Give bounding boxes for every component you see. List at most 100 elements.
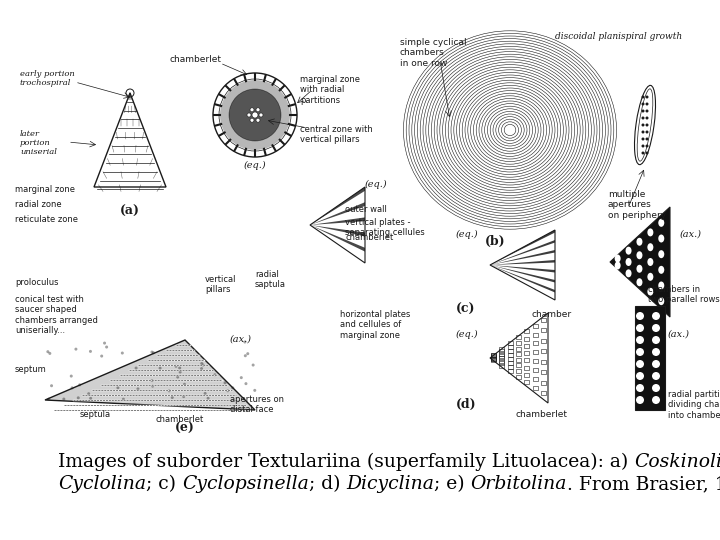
Circle shape — [216, 340, 219, 342]
Circle shape — [256, 118, 260, 122]
Text: ; c): ; c) — [146, 475, 182, 493]
Circle shape — [642, 103, 644, 105]
Bar — [541, 391, 546, 395]
Bar — [533, 323, 538, 328]
Bar — [508, 357, 513, 361]
Text: . From Brasier, 1980.: . From Brasier, 1980. — [567, 475, 720, 493]
Ellipse shape — [636, 251, 642, 259]
Circle shape — [252, 112, 258, 118]
Bar — [635, 306, 665, 410]
Bar — [508, 353, 513, 357]
Bar — [500, 364, 505, 368]
Circle shape — [146, 362, 149, 365]
Text: (eq.): (eq.) — [243, 161, 266, 170]
Polygon shape — [490, 240, 555, 265]
Circle shape — [133, 358, 136, 361]
Circle shape — [179, 343, 183, 347]
Text: early portion
trochospiral: early portion trochospiral — [20, 70, 75, 87]
Bar — [500, 359, 505, 363]
Bar — [491, 358, 496, 362]
Bar — [491, 353, 496, 357]
Bar — [516, 357, 521, 362]
Circle shape — [88, 359, 91, 362]
Circle shape — [243, 369, 246, 372]
Bar — [516, 375, 521, 379]
Circle shape — [72, 383, 75, 386]
Circle shape — [217, 357, 221, 360]
Bar — [516, 335, 521, 339]
Circle shape — [144, 341, 147, 345]
Ellipse shape — [658, 281, 665, 289]
Bar — [533, 350, 538, 354]
Bar — [500, 349, 505, 353]
Circle shape — [94, 347, 96, 350]
Circle shape — [183, 347, 186, 349]
Bar — [533, 359, 538, 363]
Polygon shape — [490, 265, 555, 273]
Bar — [524, 344, 529, 348]
Text: chamberlet: chamberlet — [345, 233, 393, 242]
Circle shape — [642, 96, 644, 98]
Circle shape — [171, 356, 174, 360]
Polygon shape — [310, 187, 365, 225]
Ellipse shape — [658, 250, 665, 258]
Text: (ax.): (ax.) — [668, 330, 690, 339]
Circle shape — [250, 108, 254, 112]
Circle shape — [247, 113, 251, 117]
Polygon shape — [310, 218, 365, 225]
Circle shape — [642, 110, 644, 112]
Bar — [533, 377, 538, 381]
Polygon shape — [310, 202, 365, 225]
Circle shape — [47, 366, 50, 368]
Polygon shape — [490, 260, 555, 265]
Bar — [524, 337, 529, 341]
Ellipse shape — [658, 266, 665, 274]
Circle shape — [138, 352, 141, 354]
Ellipse shape — [636, 348, 644, 356]
Bar — [516, 352, 521, 356]
Circle shape — [111, 339, 114, 342]
Polygon shape — [610, 207, 670, 317]
Bar — [516, 369, 521, 373]
Circle shape — [215, 354, 219, 357]
Text: marginal zone: marginal zone — [15, 185, 75, 194]
Circle shape — [259, 113, 263, 117]
Circle shape — [173, 366, 176, 369]
Circle shape — [212, 363, 215, 367]
Circle shape — [243, 367, 246, 370]
Circle shape — [230, 368, 233, 370]
Ellipse shape — [615, 254, 621, 262]
Circle shape — [646, 110, 649, 112]
Circle shape — [245, 382, 248, 385]
Bar — [516, 341, 521, 345]
Ellipse shape — [652, 324, 660, 332]
Circle shape — [133, 357, 136, 360]
Bar — [524, 329, 529, 334]
Ellipse shape — [636, 324, 644, 332]
Bar — [491, 353, 496, 356]
Text: chamberlet: chamberlet — [170, 56, 222, 64]
Text: horizontal plates
and cellules of
marginal zone: horizontal plates and cellules of margin… — [340, 310, 410, 340]
Text: septula: septula — [80, 410, 111, 419]
Bar — [541, 370, 546, 374]
Text: Cyclopsinella: Cyclopsinella — [182, 475, 309, 493]
Bar — [508, 345, 513, 349]
Circle shape — [646, 124, 649, 126]
Text: chambers in
two parallel rows: chambers in two parallel rows — [648, 285, 720, 305]
Circle shape — [646, 131, 649, 133]
Text: reticulate zone: reticulate zone — [15, 215, 78, 224]
Ellipse shape — [658, 297, 665, 305]
Circle shape — [642, 124, 644, 126]
Bar — [508, 361, 513, 365]
Circle shape — [226, 355, 229, 357]
Bar — [500, 352, 505, 356]
Circle shape — [204, 362, 207, 365]
Bar — [533, 341, 538, 346]
Ellipse shape — [658, 219, 665, 227]
Circle shape — [193, 366, 196, 369]
Polygon shape — [490, 265, 555, 282]
Ellipse shape — [626, 269, 631, 278]
Ellipse shape — [647, 273, 653, 281]
Bar — [508, 369, 513, 373]
Text: vertical plates -
separating cellules: vertical plates - separating cellules — [345, 218, 425, 238]
